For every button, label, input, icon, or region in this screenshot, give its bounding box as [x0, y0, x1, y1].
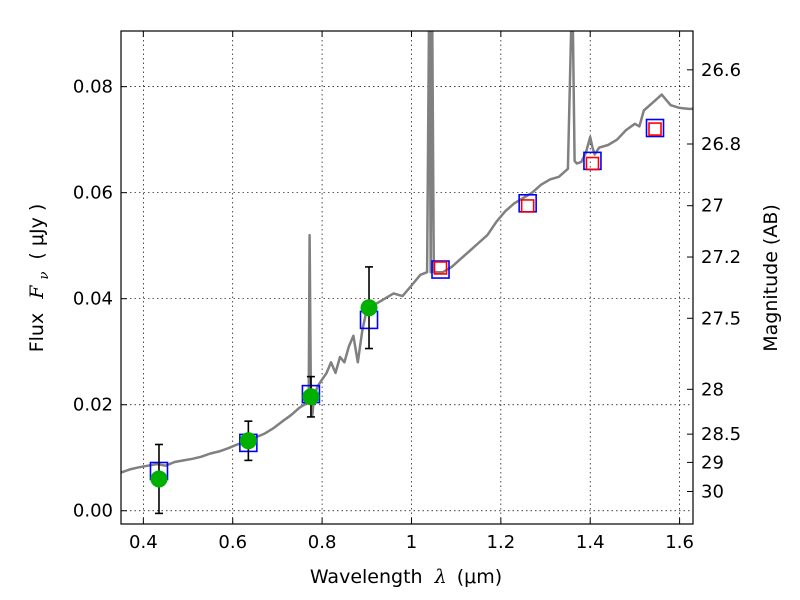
y-axis-title-text: Flux: [26, 313, 48, 353]
series-layer: [121, 31, 693, 515]
x-axis-title-unit: (μm): [457, 566, 502, 588]
x-tick-label: 1.6: [665, 532, 694, 553]
y-axis-title-subscript: ν: [37, 272, 52, 280]
red-square-marker: [520, 199, 535, 213]
red-square-marker: [648, 122, 662, 136]
x-tick-label: 0.4: [129, 532, 158, 553]
green-data-point: [239, 432, 257, 450]
x-tick-label: 1: [406, 532, 417, 553]
y-axis-title-symbol: F: [26, 285, 48, 300]
y-tick-label: 0.08: [73, 77, 113, 98]
x-axis-title-text: Wavelength: [310, 566, 423, 588]
y2-tick-label: 28: [701, 379, 724, 400]
grid: [121, 31, 693, 524]
red-square-marker: [585, 156, 600, 171]
y2-tick-label: 30: [701, 482, 724, 503]
y2-tick-label: 26.6: [701, 60, 741, 81]
spectrum-line: [121, 31, 693, 474]
y-axis-title-unit: ( μJy ): [26, 204, 48, 260]
y2-tick-label: 26.8: [701, 134, 741, 155]
y2-axis-title: Magnitude (AB): [760, 204, 782, 352]
blue-square-marker: [431, 260, 450, 279]
green-data-point: [360, 299, 378, 317]
red-square-marker: [433, 261, 448, 275]
y-tick-label: 0.06: [73, 183, 113, 204]
y2-tick-label: 28.5: [701, 424, 741, 445]
x-tick-label: 1.2: [487, 532, 516, 553]
plot-frame: [120, 30, 694, 525]
x-axis-title: Wavelength λ (μm): [310, 566, 502, 588]
y-axis-title: Flux F ν ( μJy ): [26, 204, 53, 353]
y2-tick-label: 29: [701, 452, 724, 473]
blue-square-marker: [645, 118, 665, 138]
green-data-point: [150, 470, 168, 488]
x-tick-label: 0.8: [308, 532, 337, 553]
y-tick-label: 0.00: [73, 501, 113, 522]
y2-tick-label: 27: [701, 196, 724, 217]
y2-tick-label: 27.5: [701, 308, 741, 329]
x-tick-label: 1.4: [576, 532, 605, 553]
y2-tick-label: 27.2: [701, 247, 741, 268]
green-data-point: [302, 388, 320, 406]
x-axis-title-symbol: λ: [434, 566, 447, 588]
y-tick-label: 0.04: [73, 289, 113, 310]
y-tick-label: 0.02: [73, 395, 113, 416]
x-tick-label: 0.6: [218, 532, 247, 553]
axes: 0.4 0.6 0.8 1 1.2 1.4 1.6 0.00 0.02 0.04 0.06 0.08 2…: [73, 31, 741, 553]
